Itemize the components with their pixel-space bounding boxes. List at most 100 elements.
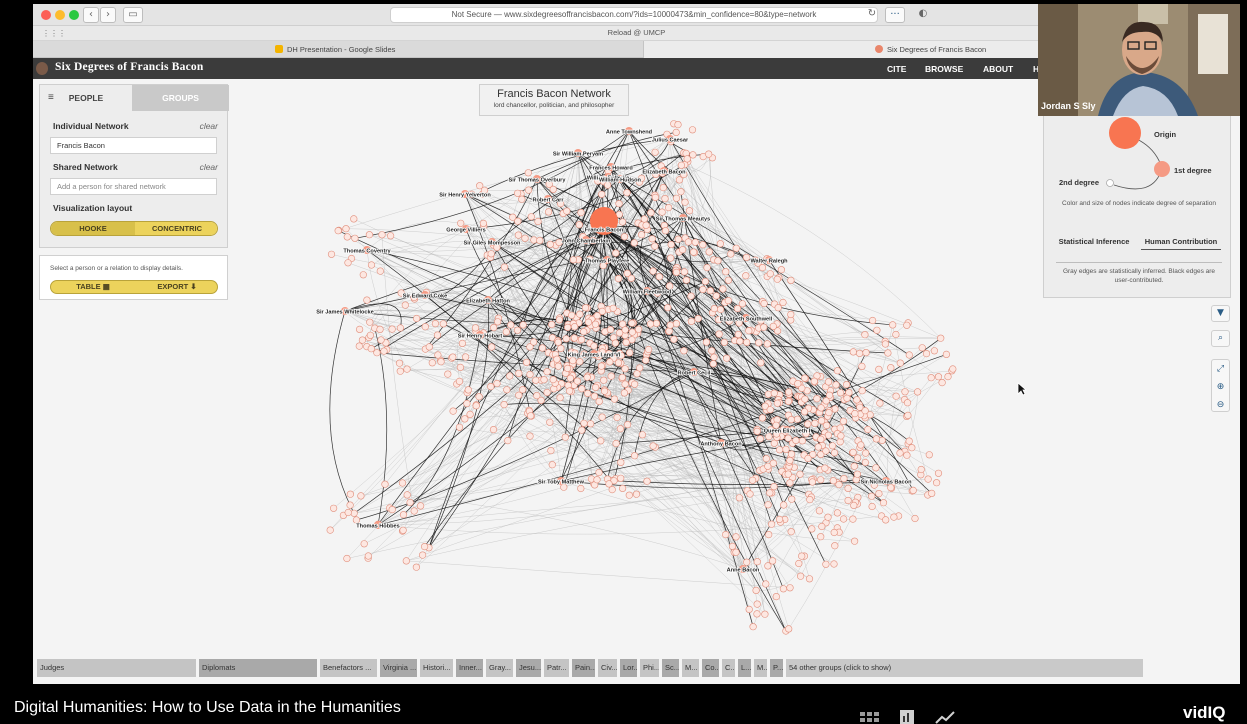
second-degree-node[interactable] [614, 359, 623, 367]
second-degree-node[interactable] [861, 331, 869, 339]
second-degree-node[interactable] [609, 304, 617, 312]
second-degree-node[interactable] [597, 437, 605, 445]
second-degree-node[interactable] [793, 415, 802, 423]
second-degree-node[interactable] [804, 420, 812, 428]
inferred-edge[interactable] [631, 310, 907, 326]
second-degree-node[interactable] [514, 217, 522, 225]
node-label[interactable]: Sir Thomas Meautys [655, 216, 711, 224]
second-degree-node[interactable] [621, 380, 629, 388]
site-brand[interactable]: Six Degrees of Francis Bacon [55, 61, 204, 73]
first-degree-node[interactable] [666, 135, 674, 143]
second-degree-node[interactable] [701, 277, 709, 286]
second-degree-node[interactable] [868, 492, 876, 500]
contributed-edge[interactable] [786, 420, 822, 440]
second-degree-node[interactable] [493, 379, 501, 388]
inferred-edge[interactable] [840, 347, 923, 437]
group-chip[interactable]: Virginia ... [380, 659, 417, 677]
first-degree-node[interactable] [557, 477, 565, 485]
second-degree-node[interactable] [618, 320, 627, 328]
second-degree-node[interactable] [358, 336, 367, 344]
second-degree-node[interactable] [615, 329, 624, 337]
second-degree-node[interactable] [903, 321, 911, 329]
second-degree-node[interactable] [563, 364, 572, 373]
second-degree-node[interactable] [536, 236, 544, 245]
second-degree-node[interactable] [733, 305, 742, 313]
second-degree-node[interactable] [597, 362, 606, 370]
second-degree-node[interactable] [687, 292, 695, 300]
second-degree-node[interactable] [608, 486, 616, 494]
inferred-edge[interactable] [469, 176, 609, 415]
second-degree-node[interactable] [786, 479, 794, 487]
second-degree-node[interactable] [770, 439, 778, 447]
contributed-edge[interactable] [424, 294, 601, 442]
second-degree-node[interactable] [836, 438, 844, 446]
second-degree-node[interactable] [762, 580, 770, 588]
second-degree-node[interactable] [444, 370, 452, 378]
second-degree-node[interactable] [703, 264, 711, 272]
second-degree-node[interactable] [684, 238, 693, 246]
inferred-edge[interactable] [646, 290, 905, 400]
first-degree-node[interactable] [679, 214, 687, 222]
second-degree-node[interactable] [831, 542, 839, 550]
contributed-edge[interactable] [493, 166, 612, 246]
inferred-edge[interactable] [459, 217, 684, 382]
second-degree-node[interactable] [773, 327, 782, 335]
second-degree-node[interactable] [917, 465, 925, 474]
second-degree-node[interactable] [868, 502, 876, 511]
second-degree-node[interactable] [758, 414, 767, 422]
export-button[interactable]: EXPORT ⬇ [157, 282, 197, 291]
inferred-edge[interactable] [783, 504, 838, 518]
second-degree-node[interactable] [590, 392, 599, 400]
second-degree-node[interactable] [455, 423, 464, 431]
node-label[interactable]: Thomas Playfere [584, 258, 630, 266]
second-degree-node[interactable] [786, 456, 794, 465]
second-degree-node[interactable] [767, 520, 776, 528]
second-degree-node[interactable] [801, 395, 809, 403]
second-degree-node[interactable] [773, 275, 781, 283]
node-label[interactable]: Sir Giles Mompesson [463, 240, 522, 248]
second-degree-node[interactable] [381, 480, 389, 488]
second-degree-node[interactable] [795, 559, 803, 568]
node-label[interactable]: George Villiers [446, 227, 487, 235]
second-degree-node[interactable] [751, 256, 759, 264]
second-degree-node[interactable] [724, 297, 732, 305]
second-degree-node[interactable] [758, 264, 767, 272]
tab-six-degrees[interactable]: Six Degrees of Francis Bacon [875, 41, 986, 58]
second-degree-node[interactable] [664, 204, 673, 212]
second-degree-node[interactable] [851, 410, 859, 418]
second-degree-node[interactable] [764, 390, 773, 398]
contributed-edge[interactable] [465, 228, 608, 394]
second-degree-node[interactable] [649, 442, 657, 450]
contributed-edge[interactable] [682, 217, 908, 456]
layout-hooke-button[interactable]: HOOKE [51, 222, 135, 235]
group-chip[interactable]: Histori... [420, 659, 453, 677]
inferred-edge[interactable] [410, 480, 562, 503]
second-degree-node[interactable] [533, 392, 541, 400]
second-degree-node[interactable] [786, 584, 794, 592]
second-degree-node[interactable] [494, 318, 502, 326]
contributed-edge[interactable] [560, 479, 857, 489]
second-degree-node[interactable] [772, 430, 781, 438]
second-degree-node[interactable] [642, 221, 650, 229]
contributed-edge[interactable] [646, 282, 704, 292]
node-label[interactable]: Frances Howard [588, 165, 634, 173]
second-degree-node[interactable] [770, 483, 778, 491]
inferred-edge[interactable] [465, 228, 639, 330]
second-degree-node[interactable] [905, 351, 913, 359]
second-degree-node[interactable] [471, 324, 480, 332]
group-chip[interactable]: Co... [702, 659, 719, 677]
second-degree-node[interactable] [659, 183, 667, 192]
second-degree-node[interactable] [591, 320, 600, 328]
second-degree-node[interactable] [644, 345, 653, 354]
contributed-edge[interactable] [376, 352, 695, 373]
second-degree-node[interactable] [625, 491, 633, 499]
second-degree-node[interactable] [346, 501, 354, 509]
second-degree-node[interactable] [350, 215, 358, 223]
second-degree-node[interactable] [680, 268, 688, 276]
second-degree-node[interactable] [526, 432, 534, 440]
inferred-edge[interactable] [790, 376, 949, 458]
second-degree-node[interactable] [387, 232, 395, 240]
second-degree-node[interactable] [530, 236, 538, 244]
second-degree-node[interactable] [584, 318, 593, 326]
second-degree-node[interactable] [647, 209, 655, 217]
